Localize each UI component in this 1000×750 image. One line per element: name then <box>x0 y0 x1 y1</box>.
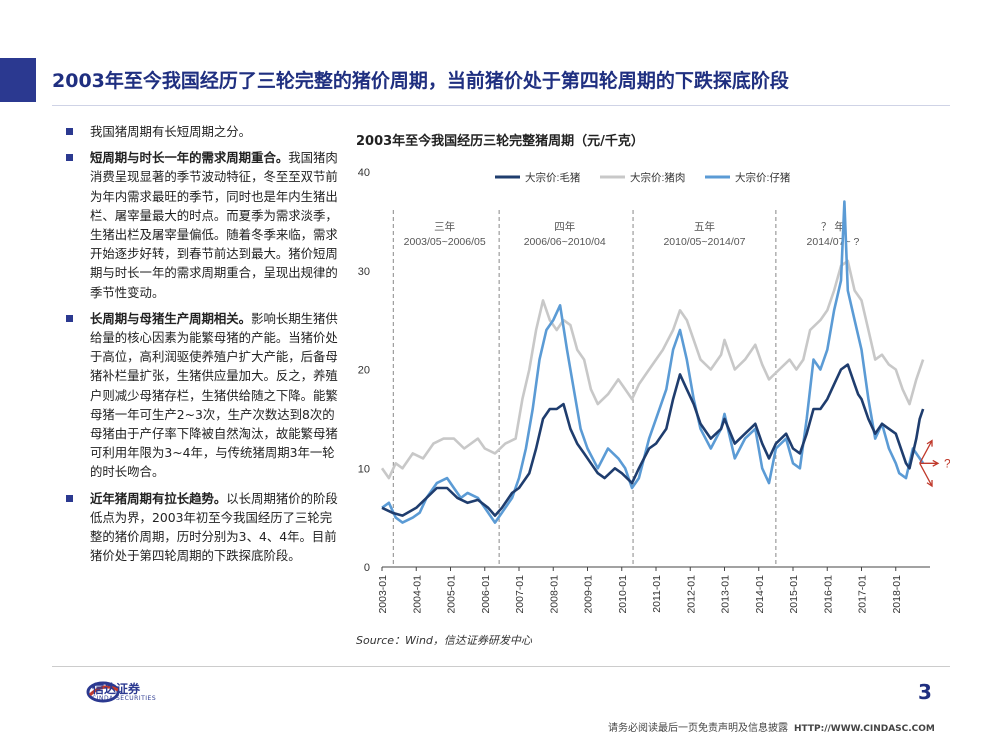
bullet-marker-icon <box>66 154 73 162</box>
legend-label: 大宗价:毛猪 <box>525 171 581 184</box>
y-tick-label: 40 <box>358 167 370 179</box>
red-arrow-head-icon <box>926 439 933 447</box>
cycle-name-label: 四年 <box>554 220 575 233</box>
y-tick-label: 30 <box>358 266 370 278</box>
bullet-marker-icon <box>66 314 73 322</box>
bullet-text: 我国猪周期有长短周期之分。 <box>90 124 252 139</box>
disclaimer-text: 请务必阅读最后一页免责声明及信息披露 <box>608 723 788 734</box>
cycle-name-label: 三年 <box>434 220 455 233</box>
cycle-name-label: ？ 年 <box>821 220 845 233</box>
cycle-range-label: 2014/07~ ? <box>807 236 860 248</box>
bullet-item: 我国猪周期有长短周期之分。 <box>60 122 338 141</box>
title-divider <box>52 105 950 106</box>
cycle-range-label: 2006/06~2010/04 <box>524 236 606 248</box>
chart-title: 2003年至今我国经历三轮完整猪周期（元/千克） <box>356 134 644 149</box>
x-tick-label: 2010-01 <box>617 575 629 614</box>
x-tick-label: 2005-01 <box>446 575 458 614</box>
series-line-2 <box>381 200 925 524</box>
chart-source: Source：Wind，信达证券研发中心 <box>356 634 532 647</box>
bullet-list: 我国猪周期有长短周期之分。 短周期与时长一年的需求周期重合。我国猪肉消费呈现显著… <box>60 122 338 572</box>
bullet-bold: 近年猪周期有拉长趋势。 <box>90 490 227 506</box>
x-tick-label: 2016-01 <box>822 575 834 614</box>
red-arrow-head-icon <box>932 459 940 467</box>
x-tick-label: 2017-01 <box>857 575 869 614</box>
bullet-marker-icon <box>66 128 73 135</box>
cycle-range-label: 2003/05~2006/05 <box>404 236 486 248</box>
x-tick-label: 2011-01 <box>651 575 663 613</box>
x-tick-label: 2012-01 <box>685 575 697 614</box>
x-tick-label: 2014-01 <box>754 575 766 614</box>
page-number: 3 <box>918 680 932 704</box>
legend-label: 大宗价:仔猪 <box>735 171 791 184</box>
y-tick-label: 20 <box>358 365 370 377</box>
bullet-marker-icon <box>66 494 73 502</box>
x-tick-label: 2013-01 <box>720 575 732 614</box>
logo-subtext: CINDA SECURITIES <box>92 695 157 702</box>
cycle-range-label: 2010/05~2014/07 <box>663 236 745 248</box>
bullet-text: 我国猪肉消费呈现显著的季节波动特征，冬至至双节前为年内需求最旺的季节，同时也是年… <box>90 150 338 300</box>
x-tick-label: 2015-01 <box>788 575 800 614</box>
pig-price-cycle-chart: 0 10 20 30 40 2003-01 2004-01 2005-01 2006-01 200… <box>358 167 950 614</box>
x-tick-label: 2009-01 <box>583 575 595 614</box>
bullet-item: 长周期与母猪生产周期相关。影响长期生猪供给量的核心因素为能繁母猪的产能。当猪价处… <box>60 309 338 482</box>
series-line-0 <box>381 363 925 517</box>
bullet-text: 影响长期生猪供给量的核心因素为能繁母猪的产能。当猪价处于高位，高利润驱使养殖户扩… <box>90 310 338 480</box>
logo-text: 信达证券 <box>92 682 141 696</box>
red-arrow-head-icon <box>926 480 933 488</box>
x-tick-label: 2006-01 <box>480 575 492 614</box>
question-mark-annotation: ? <box>944 456 950 470</box>
page-title: 2003年至今我国经历了三轮完整的猪价周期，当前猪价处于第四轮周期的下跌探底阶段 <box>52 70 789 92</box>
footer-divider <box>52 666 950 667</box>
website-link[interactable]: HTTP://WWW.CINDASC.COM <box>794 724 935 734</box>
bullet-text: 以长周期猪价的阶段低点为界，2003年初至今我国经历了三轮完整的猪价周期，历时分… <box>90 490 338 564</box>
x-tick-label: 2018-01 <box>891 575 903 614</box>
title-accent-bar <box>0 58 36 102</box>
y-tick-label: 10 <box>358 463 370 475</box>
bullet-bold: 短周期与时长一年的需求周期重合。 <box>90 150 289 166</box>
x-tick-label: 2007-01 <box>514 575 526 614</box>
footer-disclaimer: 请务必阅读最后一页免责声明及信息披露 HTTP://WWW.CINDASC.COM <box>608 719 935 734</box>
cycle-name-label: 五年 <box>694 220 715 233</box>
x-tick-label: 2004-01 <box>411 575 423 614</box>
red-arrow-icon <box>919 463 933 487</box>
legend-label: 大宗价:猪肉 <box>630 171 685 184</box>
red-arrow-icon <box>919 440 933 464</box>
bullet-item: 近年猪周期有拉长趋势。以长周期猪价的阶段低点为界，2003年初至今我国经历了三轮… <box>60 489 338 566</box>
bullet-item: 短周期与时长一年的需求周期重合。我国猪肉消费呈现显著的季节波动特征，冬至至双节前… <box>60 148 338 302</box>
cinda-logo-icon <box>86 681 120 703</box>
y-tick-label: 0 <box>364 562 370 574</box>
x-tick-label: 2008-01 <box>548 575 560 614</box>
bullet-bold: 长周期与母猪生产周期相关。 <box>90 310 252 326</box>
x-tick-label: 2003-01 <box>377 575 389 614</box>
